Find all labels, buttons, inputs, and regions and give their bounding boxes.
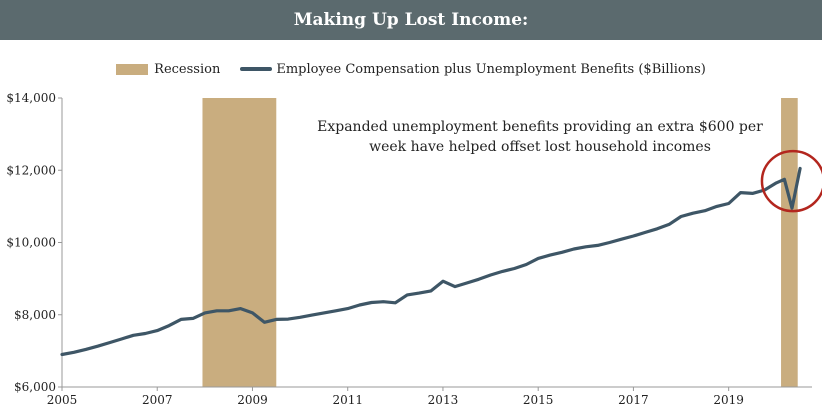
y-tick-label: $14,000 bbox=[6, 91, 56, 105]
y-tick-label: $10,000 bbox=[6, 236, 56, 250]
x-tick-label: 2017 bbox=[618, 393, 649, 407]
chart-title: Making Up Lost Income: bbox=[0, 0, 822, 40]
x-tick-label: 2011 bbox=[332, 393, 363, 407]
legend-item-series: Employee Compensation plus Unemployment … bbox=[240, 62, 706, 77]
legend-label-recession: Recession bbox=[154, 61, 221, 77]
x-tick-label: 2015 bbox=[523, 393, 554, 407]
series-swatch bbox=[240, 67, 273, 71]
recession-swatch bbox=[116, 63, 149, 75]
annotation-text-line: week have helped offset lost household i… bbox=[369, 139, 711, 155]
y-tick-label: $6,000 bbox=[14, 380, 56, 394]
highlight-circle bbox=[760, 149, 822, 213]
legend: Recession Employee Compensation plus Une… bbox=[0, 56, 822, 82]
y-tick-label: $8,000 bbox=[14, 308, 56, 322]
legend-label-series: Employee Compensation plus Unemployment … bbox=[276, 61, 706, 77]
series-line bbox=[60, 166, 802, 357]
recession-band-0 bbox=[202, 98, 277, 387]
y-tick-label: $12,000 bbox=[6, 163, 56, 177]
recession-band-1 bbox=[781, 98, 798, 387]
legend-item-recession: Recession bbox=[116, 62, 220, 77]
x-tick-label: 2007 bbox=[142, 393, 173, 407]
x-tick-label: 2019 bbox=[713, 393, 744, 407]
x-tick-label: 2013 bbox=[428, 393, 459, 407]
annotation-text-line: Expanded unemployment benefits providing… bbox=[317, 119, 763, 135]
x-tick-label: 2005 bbox=[47, 393, 78, 407]
x-tick-label: 2009 bbox=[237, 393, 268, 407]
